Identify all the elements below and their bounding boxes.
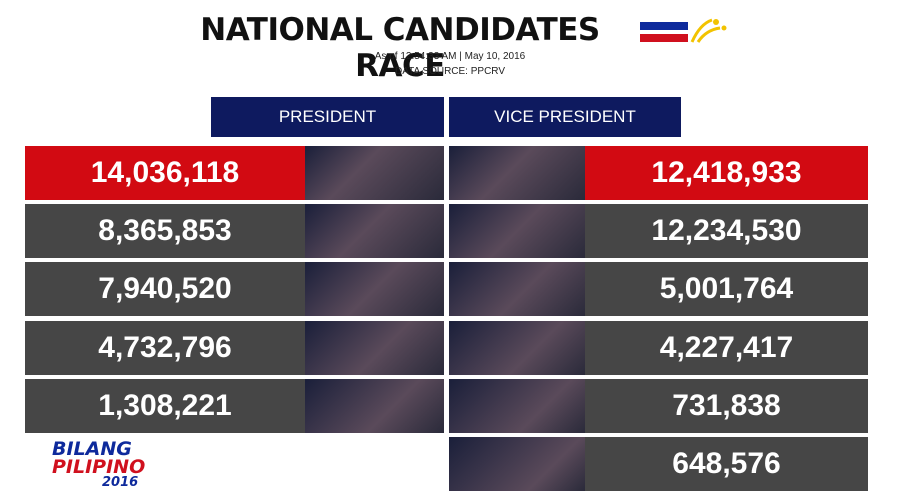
candidate-photo	[449, 437, 585, 491]
vote-count: 1,308,221	[25, 378, 305, 433]
vote-count: 12,418,933	[585, 146, 868, 200]
data-source: DATA SOURCE: PPCRV	[394, 66, 506, 77]
column-header: VICE PRESIDENT	[449, 97, 681, 137]
vote-count: 14,036,118	[25, 146, 305, 200]
candidate-photo	[305, 146, 444, 200]
logo-text: PILIPINO	[52, 456, 146, 478]
column-header: PRESIDENT	[211, 97, 444, 137]
vote-count: 7,940,520	[25, 262, 305, 317]
logo-text: BILANG	[52, 438, 132, 460]
vote-count: 4,227,417	[585, 320, 868, 375]
timestamp: As of 12:54:33 AM | May 10, 2016	[374, 51, 526, 62]
vote-count: 4,732,796	[25, 320, 305, 375]
candidate-photo	[305, 378, 444, 433]
candidate-photo	[449, 262, 585, 317]
candidate-photo	[449, 204, 585, 259]
vote-count: 648,576	[585, 437, 868, 491]
vote-count: 8,365,853	[25, 204, 305, 259]
candidate-photo	[305, 204, 444, 259]
candidate-photo	[449, 378, 585, 433]
flag-icon	[640, 18, 727, 43]
vote-count: 12,234,530	[585, 204, 868, 259]
vote-count: 5,001,764	[585, 262, 868, 317]
logo: BILANG PILIPINO 2016	[52, 440, 172, 490]
candidate-photo	[449, 146, 585, 200]
candidate-photo	[305, 320, 444, 375]
title: NATIONAL CANDIDATES RACE	[200, 12, 600, 84]
candidate-photo	[449, 320, 585, 375]
vote-count: 731,838	[585, 378, 868, 433]
candidate-photo	[305, 262, 444, 317]
logo-year: 2016	[102, 475, 139, 490]
